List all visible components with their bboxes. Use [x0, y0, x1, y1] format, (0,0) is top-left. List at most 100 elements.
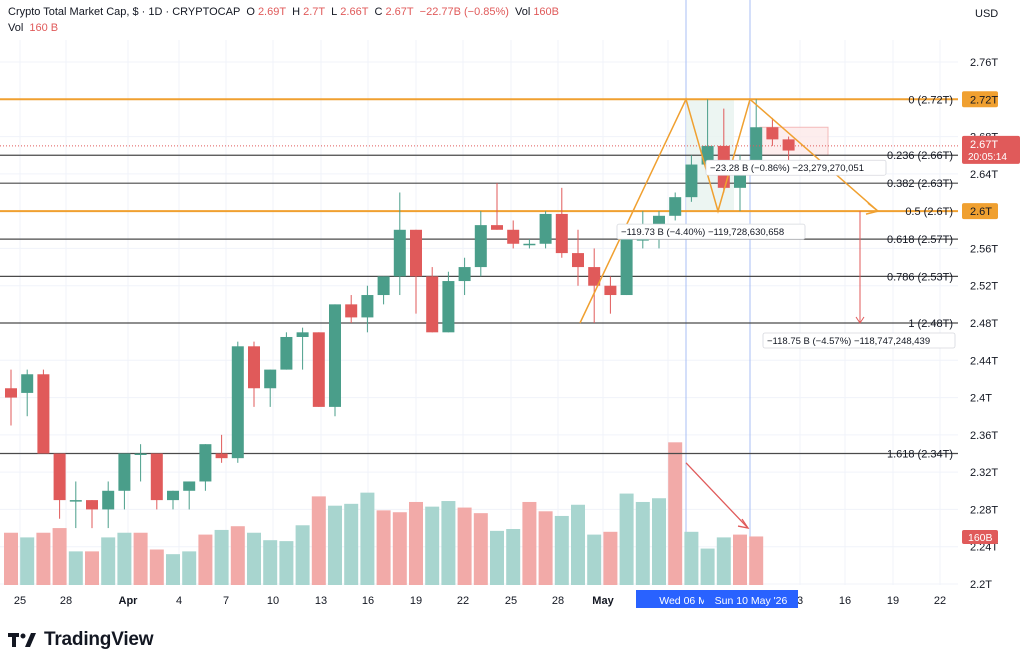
volume-trend-arrowhead — [737, 518, 750, 530]
zigzag-arrowhead — [865, 202, 880, 215]
high-label: H — [292, 6, 301, 18]
candle-body — [86, 500, 98, 510]
change-value: −22.77B (−0.85%) — [419, 6, 509, 18]
candle-body — [134, 453, 147, 455]
candle-body — [523, 243, 536, 246]
open-value: 2.69T — [257, 6, 287, 18]
x-axis-tick-label: 28 — [552, 595, 564, 607]
x-axis-tick-label: May — [592, 595, 614, 607]
candle-body — [782, 139, 795, 151]
candle-body — [102, 490, 115, 510]
candle-body — [766, 127, 779, 140]
volume-bar — [166, 554, 180, 585]
volume-trend-arrow — [685, 462, 749, 529]
close-label: C — [374, 6, 383, 18]
fib-level-label: 1.618 (2.34T) — [887, 449, 953, 461]
measure-annotation-text: −23.28 B (−0.86%) −23,279,270,051 — [710, 163, 864, 174]
date-highlight-box-2 — [704, 590, 798, 610]
candle-body — [539, 213, 552, 244]
price-chart[interactable]: 0 (2.72T) 0.236 (2.66T) 0.382 (2.63T) 0.5 (… — [0, 0, 1024, 610]
fib-price-tag-label: 2.72T — [970, 94, 998, 106]
x-axis-tick-label: 22 — [457, 595, 469, 607]
volume-bar — [619, 493, 634, 585]
low-value: 2.66T — [340, 6, 369, 18]
fib-level-label: 0.382 (2.63T) — [887, 178, 953, 190]
x-axis-tick-label: 3 — [797, 595, 803, 607]
y-axis-tick-label: 2.56T — [970, 243, 998, 255]
candle-body — [426, 276, 439, 333]
candle-body — [345, 304, 358, 318]
volume-bar — [554, 515, 569, 585]
x-axis-tick-label: 16 — [839, 595, 851, 607]
candle-body — [183, 481, 196, 491]
volume-bar — [230, 526, 245, 585]
volume-bar — [571, 504, 585, 585]
volume-bar — [214, 529, 229, 585]
volume-value: 160B — [533, 6, 560, 18]
candle-body — [37, 374, 50, 454]
candle-body — [231, 346, 244, 459]
candle-body — [361, 295, 374, 318]
candle-body — [280, 336, 293, 370]
volume-bar — [263, 540, 278, 585]
volume-bar — [328, 505, 342, 585]
volume-bar — [441, 501, 456, 585]
y-axis-tick-label: 2.48T — [970, 318, 998, 330]
fib-price-tag — [962, 91, 998, 108]
tradingview-logo[interactable]: TradingView — [8, 628, 154, 652]
x-axis-tick-label: Apr — [119, 595, 139, 607]
candle-body — [21, 374, 34, 393]
volume-bar — [603, 531, 618, 585]
volume-bar — [149, 549, 164, 585]
x-axis-tick-label: 19 — [410, 595, 422, 607]
x-axis-tick-label: 22 — [934, 595, 946, 607]
candle-body — [118, 453, 131, 491]
volume-bar — [635, 501, 650, 585]
candle-body — [377, 276, 390, 296]
currency-label[interactable]: USD — [975, 8, 999, 20]
low-label: L — [331, 6, 338, 18]
fib-price-tag-label: 2.6T — [970, 206, 992, 218]
candle-body — [215, 453, 228, 459]
candle-body — [491, 225, 503, 230]
close-value: 2.67T — [385, 6, 414, 18]
y-axis-tick-label: 2.76T — [970, 57, 998, 69]
candle-body — [555, 213, 568, 254]
candle-body — [507, 229, 520, 244]
y-axis-tick-label: 2.52T — [970, 281, 998, 293]
volume-bar — [85, 551, 99, 585]
candle-body — [588, 267, 601, 286]
measure-annotation-box — [762, 332, 956, 349]
x-axis-tick-label: 16 — [362, 595, 374, 607]
date-highlight-label-2: Sun 10 May '26 — [715, 595, 788, 607]
volume-bar — [506, 529, 521, 585]
x-axis-tick-label: 19 — [887, 595, 899, 607]
measure-annotation-box — [616, 223, 806, 240]
fib-level-label: 0.618 (2.57T) — [887, 234, 953, 246]
volume-label: Vol — [515, 6, 531, 18]
volume-tag — [962, 530, 998, 544]
candle-body — [458, 267, 471, 282]
y-axis-tick-label: 2.28T — [970, 504, 998, 516]
measure-annotation-text: −118.75 B (−4.57%) −118,747,248,439 — [767, 336, 930, 347]
volume-bar — [198, 534, 213, 585]
y-axis-tick-label: 2.2T — [970, 579, 992, 591]
candle-body — [69, 500, 82, 502]
volume-bar — [668, 442, 683, 585]
candle-body — [312, 332, 325, 407]
volume-bar — [68, 551, 83, 585]
tradingview-logo-text: TradingView — [44, 629, 154, 650]
candle-body — [685, 164, 698, 198]
volume-indicator-label[interactable]: Vol — [8, 22, 24, 34]
volume-legend-row: Vol 160 B — [8, 22, 61, 34]
y-axis-tick-label: 2.64T — [970, 169, 998, 181]
fib-level-label: 0.236 (2.66T) — [887, 150, 953, 162]
y-axis-tick-label: 2.24T — [970, 542, 998, 554]
volume-bar — [52, 528, 67, 585]
volume-bar — [344, 503, 359, 585]
candle-body — [264, 369, 277, 389]
y-axis-tick-label: 2.36T — [970, 430, 998, 442]
symbol-title[interactable]: Crypto Total Market Cap, $ · 1D · CRYPTO… — [8, 6, 241, 18]
fib-level-label: 0 (2.72T) — [908, 94, 953, 106]
volume-bar — [101, 537, 116, 585]
